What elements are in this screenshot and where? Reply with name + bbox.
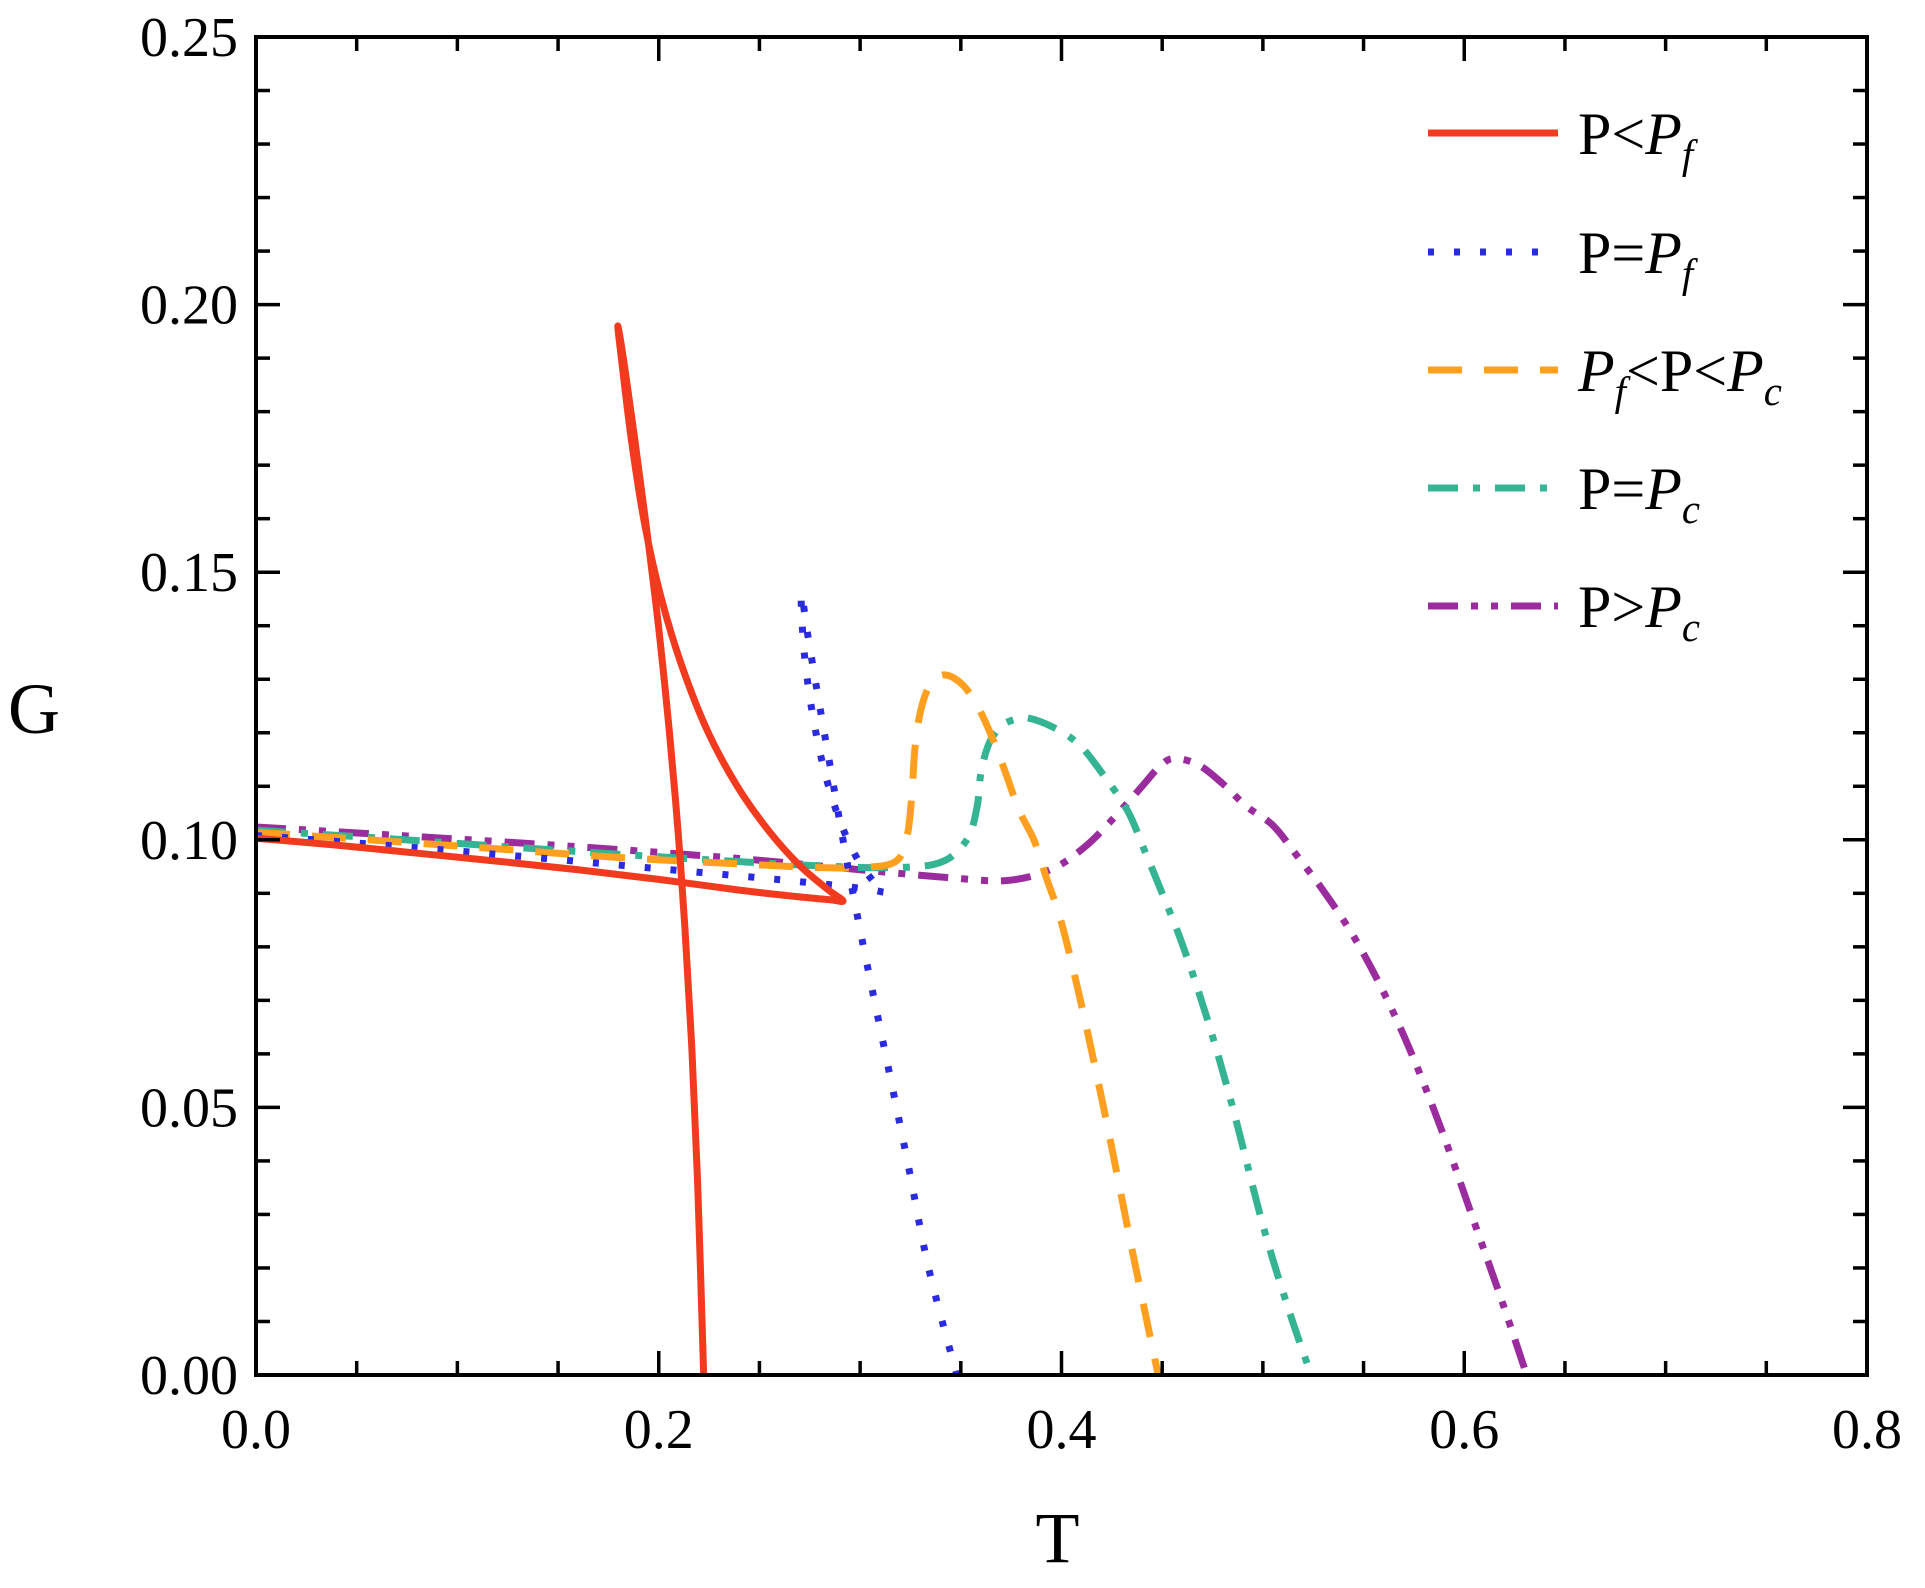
x-tick-label: 0.8 [1832, 1399, 1902, 1461]
x-tick-label: 0.0 [221, 1399, 291, 1461]
legend-label: P=Pf [1578, 220, 1699, 296]
y-axis-label: G [8, 669, 60, 749]
y-tick-label: 0.10 [140, 810, 238, 872]
x-tick-label: 0.2 [624, 1399, 694, 1461]
y-tick-label: 0.25 [140, 7, 238, 69]
curve-P-Pc [256, 713, 1315, 1375]
legend: P<Pf P=Pf Pf<P<Pc P=Pc P>Pc [1428, 101, 1782, 650]
y-tick-label: 0.15 [140, 542, 238, 604]
legend-label: P<Pf [1578, 101, 1699, 177]
curves-group [256, 322, 1530, 1375]
x-tick-label: 0.4 [1027, 1399, 1097, 1461]
x-tick-label: 0.6 [1429, 1399, 1499, 1461]
curve-Pf-P-Pc [256, 671, 1162, 1375]
curve-P-Pf [256, 590, 961, 1375]
ticks-group [254, 35, 1869, 1377]
x-axis-label: T [1036, 1498, 1080, 1578]
y-tick-label: 0.05 [140, 1077, 238, 1139]
curve-P-Pf [256, 322, 847, 1375]
legend-label: Pf<P<Pc [1577, 338, 1782, 414]
legend-label: P=Pc [1578, 456, 1700, 532]
y-tick-label: 0.00 [140, 1345, 238, 1407]
legend-label: P>Pc [1578, 574, 1700, 650]
y-tick-label: 0.20 [140, 275, 238, 337]
